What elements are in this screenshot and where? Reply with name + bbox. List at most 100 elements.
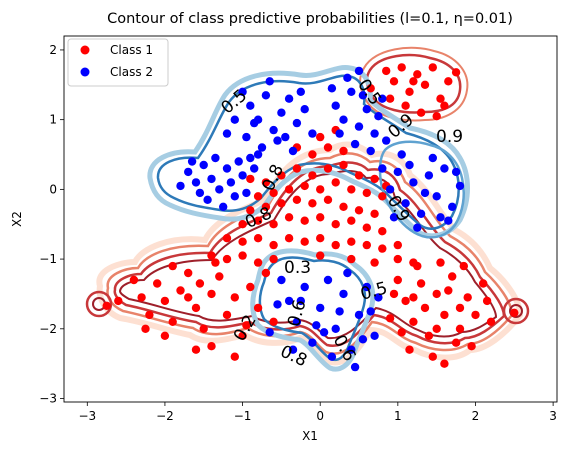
- data-point-class2: [366, 146, 375, 156]
- data-point-class1: [284, 234, 294, 243]
- data-point-class1: [370, 174, 379, 184]
- data-point-class1: [389, 77, 399, 86]
- data-point-class1: [269, 240, 278, 250]
- data-point-class1: [331, 178, 340, 187]
- data-point-class1: [199, 324, 208, 333]
- data-point-class1: [269, 254, 278, 264]
- data-point-class1: [253, 192, 263, 201]
- y-axis-title: X2: [10, 211, 24, 227]
- data-point-class1: [451, 68, 461, 77]
- data-point-class2: [428, 153, 437, 163]
- data-point-class1: [269, 317, 278, 326]
- data-point-class2: [378, 164, 387, 173]
- data-point-class1: [191, 345, 201, 354]
- data-point-class2: [420, 188, 430, 198]
- data-point-class1: [436, 94, 445, 103]
- data-point-class1: [211, 258, 220, 267]
- data-point-class2: [339, 115, 348, 124]
- data-point-class1: [153, 279, 162, 288]
- data-point-class1: [261, 178, 271, 187]
- data-point-class1: [378, 227, 387, 236]
- data-point-class1: [397, 328, 406, 337]
- data-point-class1: [510, 308, 519, 317]
- data-point-class1: [168, 261, 177, 271]
- data-point-class2: [203, 195, 212, 204]
- data-point-class2: [405, 160, 414, 170]
- data-point-class2: [199, 160, 208, 170]
- data-point-class1: [393, 240, 402, 250]
- y-tick-label: −3: [39, 392, 57, 406]
- data-point-class2: [358, 335, 368, 344]
- data-point-class2: [444, 216, 453, 225]
- data-point-class2: [288, 146, 298, 156]
- data-point-class1: [385, 94, 395, 103]
- data-point-class1: [413, 261, 422, 271]
- data-point-class1: [339, 146, 348, 156]
- data-point-class2: [448, 202, 457, 211]
- data-point-class1: [482, 296, 492, 306]
- data-point-class1: [385, 314, 395, 323]
- data-point-class2: [222, 129, 232, 138]
- data-point-class1: [354, 171, 364, 180]
- data-point-class1: [308, 199, 317, 208]
- points-layer: [102, 63, 519, 372]
- data-point-class2: [339, 289, 348, 299]
- x-axis-title: X1: [302, 429, 318, 443]
- plot-frame: [63, 35, 558, 403]
- data-point-class1: [448, 272, 457, 281]
- chart-title: Contour of class predictive probabilitie…: [107, 11, 513, 27]
- data-point-class2: [451, 167, 461, 177]
- data-point-class2: [424, 171, 434, 180]
- data-point-class1: [253, 303, 263, 313]
- data-point-class1: [145, 310, 154, 320]
- data-point-class1: [261, 268, 271, 278]
- data-point-class2: [374, 293, 383, 302]
- data-point-class2: [296, 296, 305, 306]
- contour-region-class2-left-top-mid: [156, 74, 460, 230]
- x-tick-label: −2: [156, 409, 174, 423]
- data-point-class2: [308, 338, 317, 347]
- data-point-class2: [296, 87, 305, 97]
- data-point-class2: [362, 282, 371, 292]
- data-point-class1: [246, 174, 255, 184]
- data-point-class1: [347, 185, 356, 194]
- data-point-class1: [323, 195, 333, 204]
- data-point-class1: [230, 293, 239, 302]
- contour-island-right: [502, 297, 530, 325]
- data-point-class2: [327, 352, 337, 361]
- data-point-class2: [370, 331, 379, 340]
- data-point-class2: [246, 153, 255, 163]
- data-point-class2: [277, 275, 286, 285]
- data-point-class1: [436, 258, 445, 267]
- data-point-class2: [432, 192, 441, 201]
- data-point-class1: [316, 251, 325, 260]
- data-point-class1: [308, 171, 317, 180]
- data-point-class1: [424, 331, 434, 340]
- data-point-class1: [292, 195, 302, 204]
- data-point-class1: [129, 275, 139, 285]
- data-point-class1: [455, 303, 465, 313]
- legend-marker-class1: [80, 45, 90, 55]
- x-tick-label: 2: [472, 409, 480, 423]
- data-point-class2: [242, 132, 251, 142]
- data-point-class1: [378, 244, 387, 253]
- data-point-class1: [416, 108, 426, 117]
- data-point-class1: [246, 206, 255, 215]
- data-point-class1: [366, 84, 375, 93]
- data-point-class1: [222, 254, 232, 264]
- data-point-class1: [440, 359, 449, 368]
- data-point-class2: [455, 181, 465, 191]
- data-point-class1: [277, 171, 286, 180]
- data-point-class1: [451, 338, 461, 347]
- y-axis: −3 −2 −1 0 1 2: [39, 43, 64, 406]
- data-point-class2: [327, 84, 337, 93]
- data-point-class2: [234, 157, 243, 166]
- data-point-class2: [238, 171, 247, 180]
- data-point-class1: [432, 289, 441, 299]
- contour-region-class2-bottom-mid: [258, 256, 367, 362]
- data-point-class2: [397, 150, 406, 159]
- data-point-class1: [409, 293, 418, 302]
- data-point-class1: [323, 164, 333, 173]
- data-point-class1: [444, 77, 453, 86]
